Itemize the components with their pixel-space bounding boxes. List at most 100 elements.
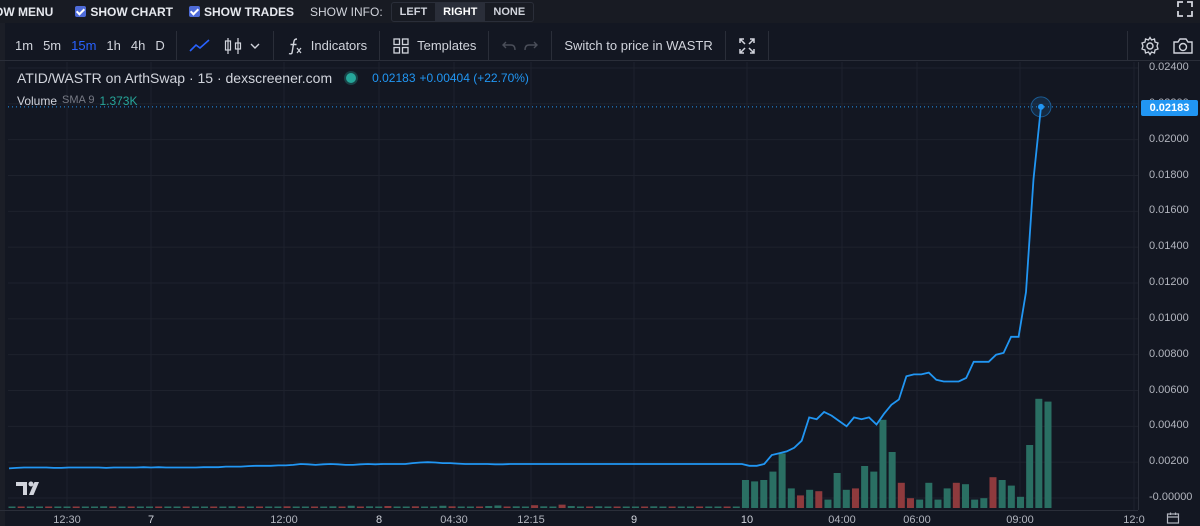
time-tick-label: 06:00	[903, 514, 931, 526]
volume-bar-up	[751, 481, 759, 508]
options-bar: OW MENU SHOW CHART SHOW TRADES SHOW INFO…	[0, 0, 1200, 23]
timeframe-4h[interactable]: 4h	[130, 38, 146, 53]
volume-bar-up	[173, 506, 181, 508]
fullscreen-icon	[738, 37, 755, 54]
toolbar-divider	[551, 30, 553, 61]
volume-label: Volume	[17, 94, 58, 108]
info-option-right[interactable]: RIGHT	[435, 2, 486, 21]
show-chart-label: SHOW CHART	[90, 4, 173, 19]
axis-corner	[1138, 510, 1200, 526]
price-tick-label: 0.01800	[1149, 168, 1189, 181]
volume-bar-up	[1035, 398, 1043, 508]
volume-bar-up	[164, 506, 172, 508]
volume-bar-up	[301, 506, 309, 508]
redo-icon	[524, 41, 539, 50]
volume-bar-up	[292, 506, 300, 508]
show-chart-option[interactable]: SHOW CHART	[75, 5, 173, 19]
expand-icon[interactable]	[1174, 0, 1196, 20]
symbol-legend: ATID/WASTR on ArthSwap · 15 · dexscreene…	[17, 70, 529, 86]
volume-bar-down	[531, 505, 539, 508]
volume-bar-up	[118, 506, 126, 508]
show-trades-option[interactable]: SHOW TRADES	[189, 5, 294, 19]
timeframe-1h[interactable]: 1h	[106, 38, 121, 53]
volume-bar-down	[641, 506, 649, 508]
volume-bar-down	[952, 482, 960, 508]
volume-bar-up	[457, 506, 465, 508]
volume-bar-up	[274, 506, 282, 508]
toolbar-divider	[767, 30, 769, 61]
price-line-series	[8, 106, 1042, 470]
volume-bar-up	[36, 506, 44, 508]
volume-bar-up	[787, 488, 795, 508]
volume-bar-up	[201, 506, 209, 508]
volume-bar-down	[127, 506, 135, 508]
volume-bar-up	[393, 506, 401, 508]
info-option-left[interactable]: LEFT	[399, 5, 428, 18]
time-tick-label: 12:15	[517, 514, 545, 526]
volume-bar-up	[916, 499, 924, 508]
show-menu-toggle[interactable]: OW MENU	[0, 4, 54, 19]
timeframe-1m[interactable]: 1m	[15, 38, 34, 53]
checkbox-checked-icon[interactable]	[189, 6, 200, 17]
line-chart-type-button[interactable]	[183, 38, 217, 54]
screenshot-button[interactable]	[1166, 37, 1200, 55]
price-axis[interactable]: 0.024000.022000.020000.018000.016000.014…	[1138, 61, 1200, 510]
volume-bar-up	[1044, 401, 1052, 508]
volume-bar-up	[81, 506, 89, 508]
timeframe-15m[interactable]: 15m	[71, 38, 97, 53]
settings-button[interactable]	[1134, 35, 1166, 56]
volume-bar-up	[146, 506, 154, 508]
volume-bar-down	[448, 506, 456, 508]
volume-bar-down	[613, 506, 621, 508]
time-tick-label: 12:30	[53, 514, 81, 526]
volume-bar-up	[622, 506, 630, 508]
volume-bar-down	[338, 506, 346, 508]
volume-bar-up	[595, 506, 603, 508]
price-tick-label: 0.00200	[1149, 455, 1189, 468]
volume-bar-down	[696, 506, 704, 508]
templates-button[interactable]: Templates	[386, 37, 482, 55]
legend-price: 0.02183	[372, 71, 416, 85]
time-tick-label: 04:30	[440, 514, 468, 526]
redo-button[interactable]	[523, 39, 545, 53]
timeframe-5m[interactable]: 5m	[43, 38, 62, 53]
undo-button[interactable]	[495, 39, 523, 53]
time-axis[interactable]: 12:30 7 12:00 8 04:30 12:15 9 10 04:00 06:00 09:00…	[0, 510, 1145, 526]
volume-bar-up	[760, 480, 768, 508]
tradingview-logo[interactable]	[14, 479, 44, 499]
volume-bar-up	[219, 506, 227, 508]
time-tick-label: 8	[375, 514, 383, 526]
time-tick-label: 9	[630, 514, 638, 526]
volume-bar-up	[494, 505, 502, 508]
volume-bar-up	[778, 453, 786, 508]
calendar-icon[interactable]	[1166, 512, 1180, 524]
price-tick-label: 0.00600	[1149, 383, 1189, 396]
volume-bar-down	[72, 506, 80, 508]
volume-bar-down	[210, 506, 218, 508]
volume-bar-down	[503, 506, 511, 508]
price-chart[interactable]	[8, 62, 1138, 510]
time-tick-label: 7	[147, 514, 155, 526]
volume-sma-label: SMA 9	[62, 94, 95, 106]
chart-canvas[interactable]	[8, 62, 1138, 510]
market-status-icon	[346, 73, 357, 83]
camera-icon	[1173, 37, 1193, 54]
fullscreen-button[interactable]	[732, 37, 762, 55]
candlestick-icon	[224, 37, 241, 54]
candles-chart-type-button[interactable]	[217, 37, 267, 55]
indicators-button[interactable]: Indicators	[280, 37, 373, 55]
volume-bar-up	[521, 506, 529, 508]
checkbox-checked-icon[interactable]	[75, 6, 87, 17]
legend-change: +0.00404 (+22.70%)	[419, 71, 529, 85]
templates-grid-icon	[393, 37, 409, 54]
volume-bar-up	[246, 506, 254, 508]
line-chart-icon	[189, 38, 210, 52]
toolbar-divider	[724, 30, 726, 61]
switch-price-button[interactable]: Switch to price in WASTR	[564, 38, 713, 53]
volume-bar-down	[256, 506, 264, 508]
templates-label: Templates	[417, 38, 477, 53]
timeframe-1d[interactable]: D	[155, 38, 165, 53]
volume-bar-up	[63, 506, 71, 508]
info-option-none[interactable]: NONE	[493, 5, 526, 18]
